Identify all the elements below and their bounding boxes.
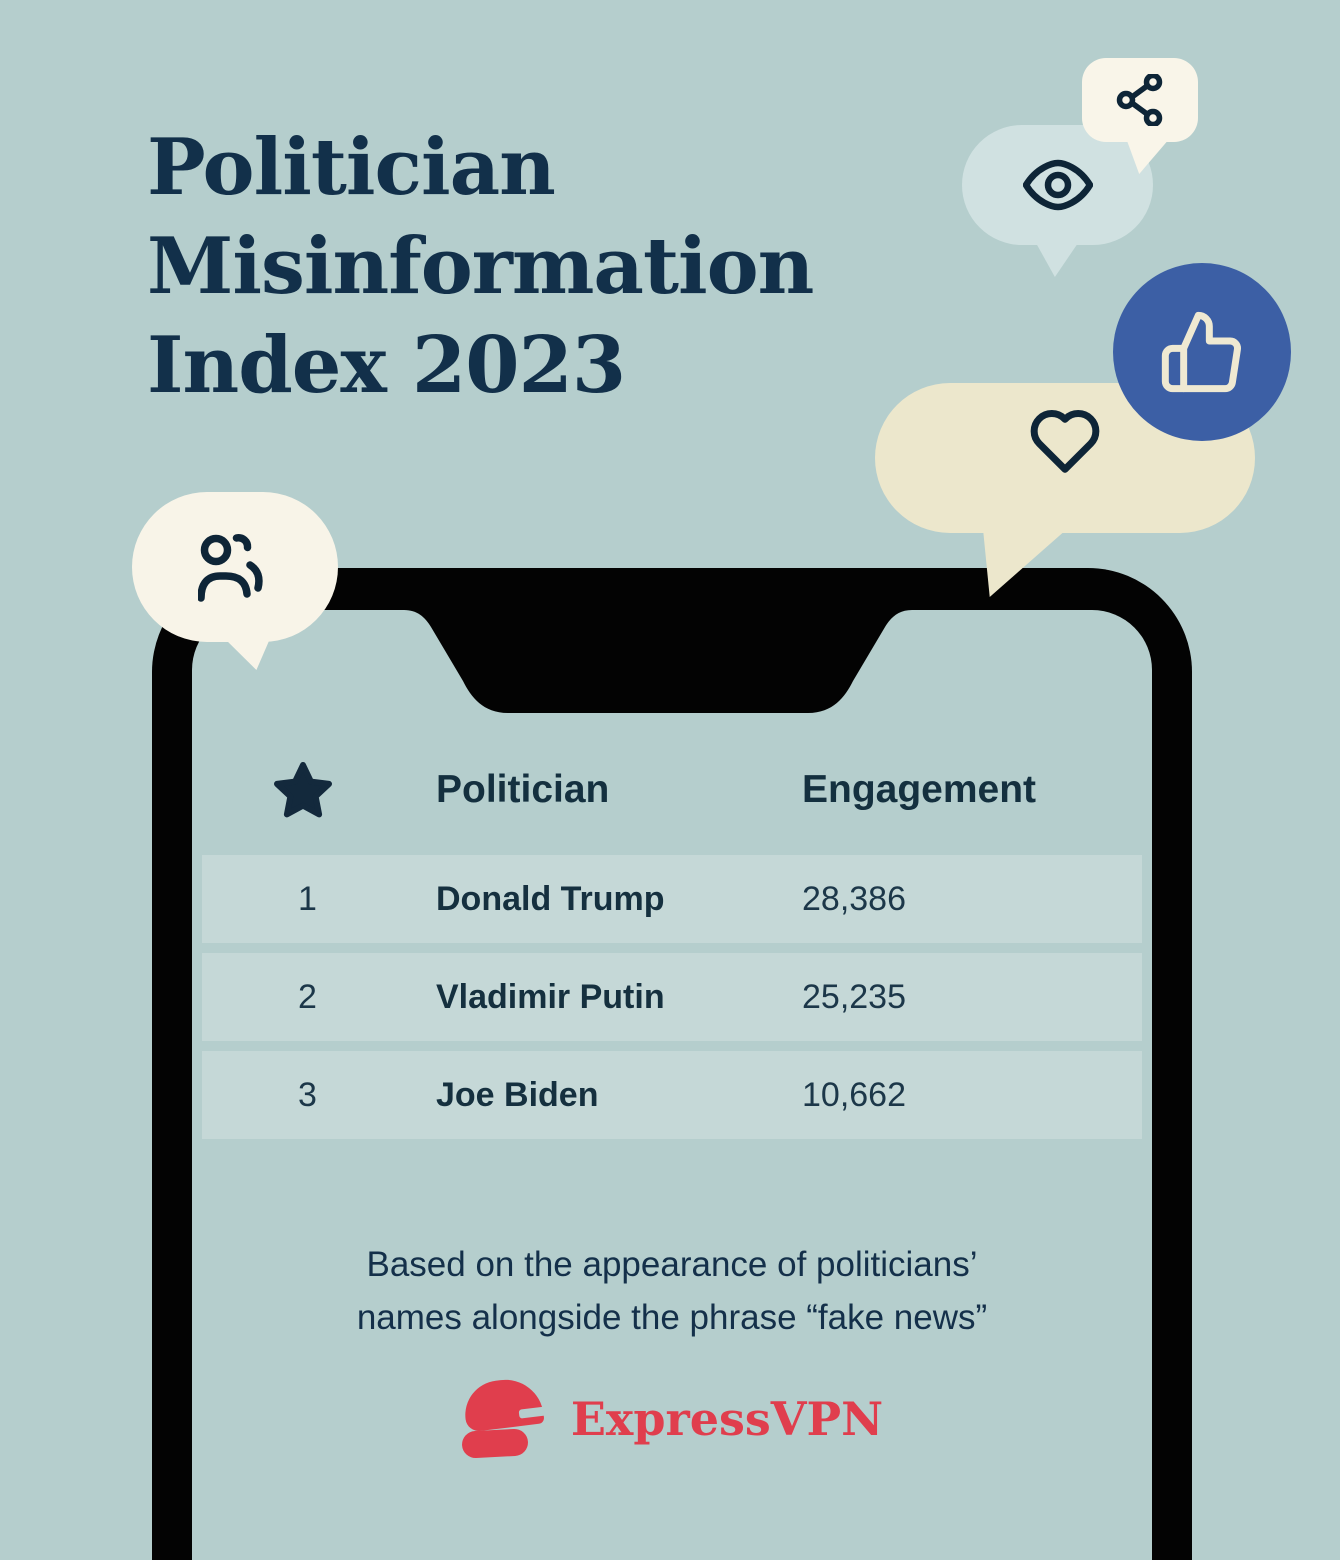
people-bubble bbox=[132, 492, 338, 670]
page-title: Politician Misinformation Index 2023 bbox=[147, 118, 814, 415]
brand-lockup: ExpressVPN bbox=[192, 1375, 1152, 1460]
phone-notch bbox=[404, 610, 912, 713]
thumbs-up-icon bbox=[1161, 311, 1241, 393]
brand-wordmark: ExpressVPN bbox=[570, 1392, 884, 1446]
eye-icon bbox=[1023, 159, 1093, 211]
thumbs-up-circle bbox=[1113, 263, 1291, 441]
methodology-note-line-2: names alongside the phrase “fake news” bbox=[356, 1298, 988, 1337]
title-line-3: Index 2023 bbox=[147, 320, 626, 411]
share-icon bbox=[1116, 74, 1163, 126]
title-line-1: Politician bbox=[147, 122, 556, 213]
views-bubble-tail bbox=[1036, 243, 1078, 277]
heart-icon bbox=[1030, 410, 1100, 473]
people-icon bbox=[198, 534, 263, 602]
methodology-note: Based on the appearance of politicians’ … bbox=[192, 1238, 1152, 1344]
methodology-note-line-1: Based on the appearance of politicians’ bbox=[366, 1245, 978, 1284]
views-bubble bbox=[962, 125, 1153, 277]
expressvpn-logo-icon bbox=[461, 1375, 548, 1460]
title-line-2: Misinformation bbox=[147, 221, 814, 312]
share-bubble bbox=[1082, 58, 1198, 174]
